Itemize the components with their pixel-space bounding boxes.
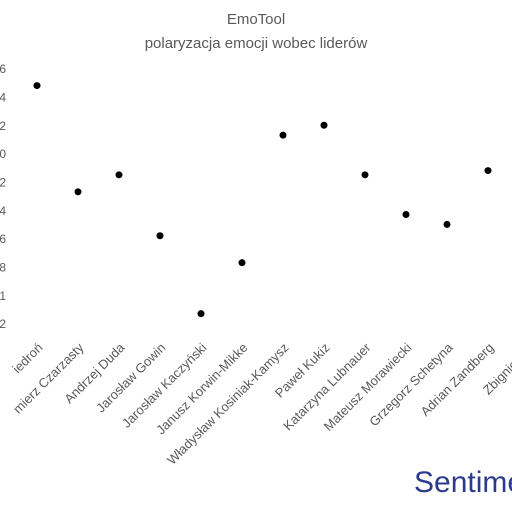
point bbox=[197, 310, 205, 318]
y-tick-label: 4 bbox=[0, 204, 6, 218]
point bbox=[361, 171, 369, 179]
y-tick-label: 6 bbox=[0, 232, 6, 246]
y-tick-label: 2 bbox=[0, 119, 6, 133]
point bbox=[33, 82, 41, 90]
point bbox=[402, 211, 410, 218]
point bbox=[279, 131, 287, 139]
point bbox=[74, 188, 82, 196]
point bbox=[320, 121, 328, 129]
y-tick-label: 4 bbox=[0, 91, 6, 105]
chart-subtitle: polaryzacja emocji wobec liderów bbox=[145, 35, 368, 52]
point bbox=[115, 171, 123, 179]
y-tick-label: 2 bbox=[0, 176, 6, 190]
y-tick-label: 1 bbox=[0, 289, 6, 303]
y-tick-label: 2 bbox=[0, 317, 6, 331]
logo: Sentime bbox=[414, 466, 512, 499]
point bbox=[238, 259, 246, 267]
chart-title: EmoTool bbox=[227, 11, 285, 28]
y-tick-label: 6 bbox=[0, 62, 6, 76]
point bbox=[443, 220, 451, 228]
y-tick-label: 8 bbox=[0, 261, 6, 275]
y-tick-label: 0 bbox=[0, 147, 6, 161]
point bbox=[484, 167, 492, 175]
point bbox=[156, 232, 164, 240]
